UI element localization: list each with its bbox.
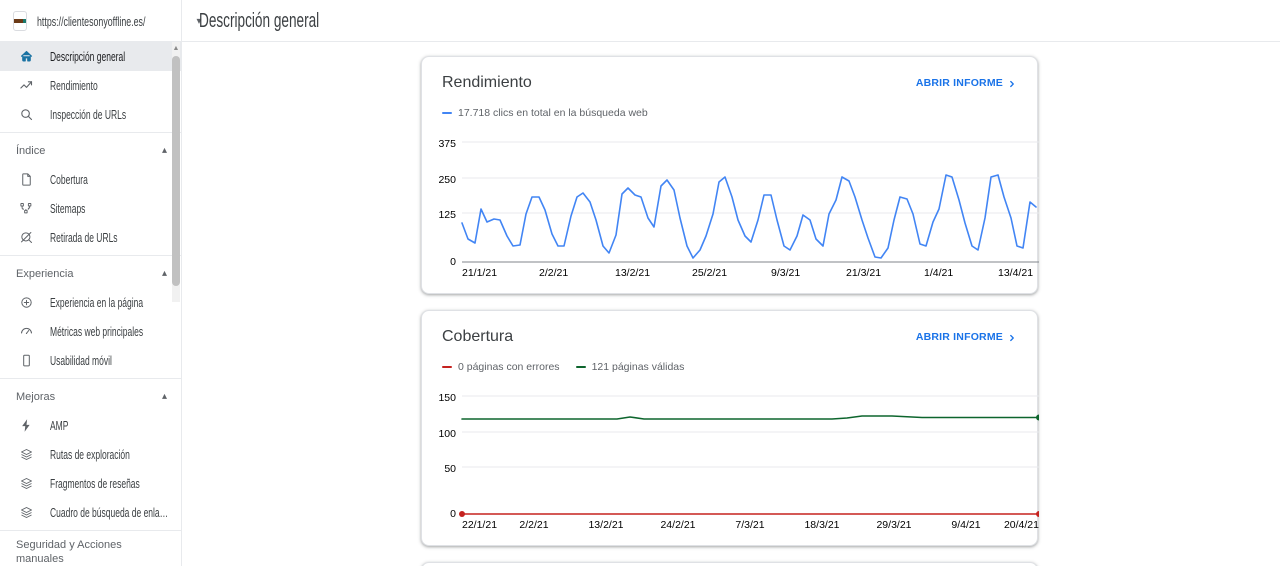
- svg-text:13/2/21: 13/2/21: [615, 267, 650, 279]
- svg-text:21/3/21: 21/3/21: [846, 267, 881, 279]
- svg-text:13/4/21: 13/4/21: [998, 267, 1033, 279]
- svg-text:1/4/21: 1/4/21: [924, 267, 953, 279]
- svg-text:24/2/21: 24/2/21: [660, 519, 695, 531]
- svg-text:22/1/21: 22/1/21: [462, 519, 497, 531]
- svg-text:13/2/21: 13/2/21: [588, 519, 623, 531]
- svg-text:50: 50: [444, 463, 456, 475]
- svg-text:29/3/21: 29/3/21: [876, 519, 911, 531]
- svg-text:0: 0: [450, 256, 456, 268]
- svg-text:100: 100: [438, 428, 456, 440]
- svg-text:9/3/21: 9/3/21: [771, 267, 800, 279]
- svg-text:20/4/21: 20/4/21: [1004, 519, 1039, 531]
- svg-text:9/4/21: 9/4/21: [951, 519, 980, 531]
- svg-text:25/2/21: 25/2/21: [692, 267, 727, 279]
- svg-text:250: 250: [438, 174, 456, 186]
- svg-text:21/1/21: 21/1/21: [462, 267, 497, 279]
- svg-text:150: 150: [438, 392, 456, 404]
- svg-text:7/3/21: 7/3/21: [735, 519, 764, 531]
- svg-text:125: 125: [438, 209, 456, 221]
- svg-text:0: 0: [450, 508, 456, 520]
- svg-text:18/3/21: 18/3/21: [804, 519, 839, 531]
- svg-text:2/2/21: 2/2/21: [519, 519, 548, 531]
- svg-text:2/2/21: 2/2/21: [539, 267, 568, 279]
- svg-text:375: 375: [438, 138, 456, 150]
